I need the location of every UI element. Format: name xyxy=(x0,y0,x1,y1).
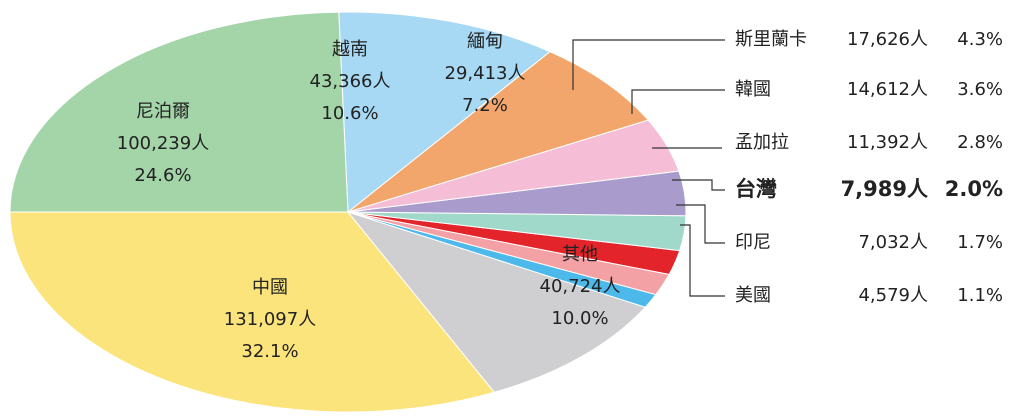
slice-label: 中國 xyxy=(252,277,288,298)
legend-label: 斯里蘭卡 xyxy=(735,29,807,50)
slice-label: 越南 xyxy=(332,39,368,60)
legend-percent: 4.3% xyxy=(957,29,1003,50)
legend-percent: 1.7% xyxy=(957,232,1003,253)
slice xyxy=(9,11,349,213)
slice-value: 43,366人 xyxy=(310,71,391,92)
leader-line xyxy=(572,39,725,90)
legend-label: 孟加拉 xyxy=(735,132,789,153)
slice xyxy=(338,11,551,213)
legend-label: 韓國 xyxy=(735,79,771,100)
legend-label: 印尼 xyxy=(735,232,771,253)
legend-label: 台灣 xyxy=(735,177,777,201)
slice-value: 40,724人 xyxy=(540,276,621,297)
legend-label: 美國 xyxy=(735,285,771,306)
legend-percent: 1.1% xyxy=(957,285,1003,306)
slice-value: 131,097人 xyxy=(224,309,316,330)
slice-value: 29,413人 xyxy=(445,63,526,84)
slice-label: 緬甸 xyxy=(467,31,503,52)
slice-label: 尼泊爾 xyxy=(136,101,190,122)
legend-value: 11,392人 xyxy=(847,132,928,153)
legend-value: 4,579人 xyxy=(858,285,928,306)
slice-percent: 32.1% xyxy=(241,341,298,362)
slice-label: 其他 xyxy=(562,244,598,265)
slice-percent: 10.0% xyxy=(551,308,608,329)
slice-value: 100,239人 xyxy=(117,133,209,154)
legend-percent: 3.6% xyxy=(957,79,1003,100)
leader-line xyxy=(680,224,725,297)
legend-value: 7,032人 xyxy=(858,232,928,253)
leader-line xyxy=(672,179,725,191)
slice-percent: 7.2% xyxy=(462,95,508,116)
legend-percent: 2.8% xyxy=(957,132,1003,153)
slice xyxy=(9,211,496,413)
legend-value: 14,612人 xyxy=(847,79,928,100)
slice-percent: 10.6% xyxy=(321,103,378,124)
legend-value: 17,626人 xyxy=(847,29,928,50)
slice-percent: 24.6% xyxy=(134,165,191,186)
slice xyxy=(346,211,647,393)
slice xyxy=(347,51,650,213)
legend-percent: 2.0% xyxy=(945,177,1003,201)
legend-value: 7,989人 xyxy=(841,177,928,201)
leader-line xyxy=(676,204,725,244)
leader-line xyxy=(631,89,725,114)
